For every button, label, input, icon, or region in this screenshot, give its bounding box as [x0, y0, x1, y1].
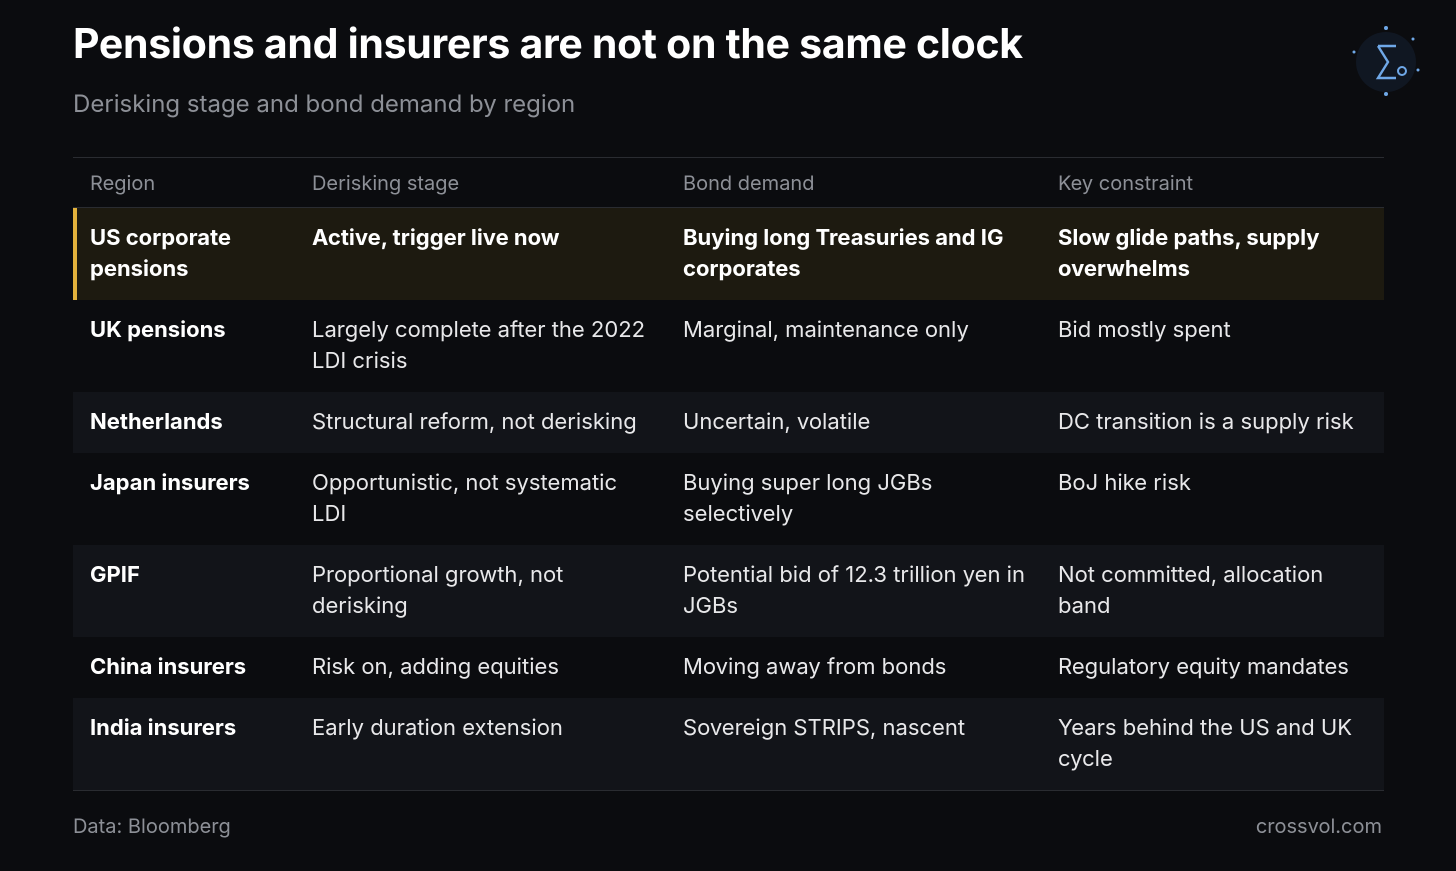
cell: BoJ hike risk: [1058, 470, 1191, 496]
cell: Not committed, allocation band: [1041, 545, 1384, 637]
cell: Buying long Treasuries and IG corporates: [666, 207, 1041, 300]
cell: Buying super long JGBs selectively: [683, 470, 933, 527]
cell: Potential bid of 12.3 trillion yen in JG…: [666, 545, 1041, 637]
cell: DC transition is a supply risk: [1041, 392, 1384, 453]
site: crossvol.com: [1255, 814, 1382, 838]
column-header: Key constraint: [1041, 157, 1384, 208]
cell: Opportunistic, not systematic LDI: [312, 470, 618, 527]
logo: [1352, 26, 1420, 96]
subtitle: Derisking stage and bond demand by regio…: [73, 89, 576, 118]
region-table: Region Derisking stage Bond demand Key cons…: [73, 157, 1384, 791]
column-header: Bond demand: [666, 157, 1041, 208]
region-cell: Japan insurers: [90, 470, 250, 496]
table-row: Japan insurers Opportunistic, not systema…: [73, 453, 1384, 545]
source: Data: Bloomberg: [73, 814, 231, 838]
cell: Active, trigger live now: [295, 207, 666, 300]
table-row: India insurers Early duration extension So…: [73, 698, 1384, 791]
cell: Uncertain, volatile: [666, 392, 1041, 453]
table-row: GPIF Proportional growth, not derisking Po…: [73, 545, 1384, 637]
region-cell: Netherlands: [73, 392, 295, 453]
cell: Sovereign STRIPS, nascent: [666, 698, 1041, 791]
region-cell: China insurers: [90, 654, 247, 680]
cell: Structural reform, not derisking: [295, 392, 666, 453]
cell: Marginal, maintenance only: [683, 317, 969, 343]
header-row: Region Derisking stage Bond demand Key cons…: [73, 157, 1384, 208]
table-row: Netherlands Structural reform, not derisk…: [73, 392, 1384, 453]
table-row: UK pensions Largely complete after the 20…: [73, 300, 1384, 392]
region-cell: UK pensions: [90, 317, 226, 343]
cell: Proportional growth, not derisking: [295, 545, 666, 637]
cell: Regulatory equity mandates: [1058, 654, 1349, 680]
cell: Moving away from bonds: [683, 654, 947, 680]
region-cell: US corporate pensions: [73, 207, 295, 300]
cell: Bid mostly spent: [1058, 317, 1231, 343]
table-row: US corporate pensions Active, trigger liv…: [73, 207, 1384, 300]
cell: Early duration extension: [295, 698, 666, 791]
column-header: Derisking stage: [295, 157, 666, 208]
region-cell: India insurers: [73, 698, 295, 791]
cell: Slow glide paths, supply overwhelms: [1041, 207, 1384, 300]
title: Pensions and insurers are not on the sam…: [73, 18, 1023, 68]
region-cell: GPIF: [73, 545, 295, 637]
cell: Largely complete after the 2022 LDI cris…: [312, 317, 646, 374]
table-row: China insurers Risk on, adding equities Mo…: [73, 637, 1384, 698]
cell: Risk on, adding equities: [312, 654, 559, 680]
column-header: Region: [73, 157, 295, 208]
cell: Years behind the US and UK cycle: [1041, 698, 1384, 791]
